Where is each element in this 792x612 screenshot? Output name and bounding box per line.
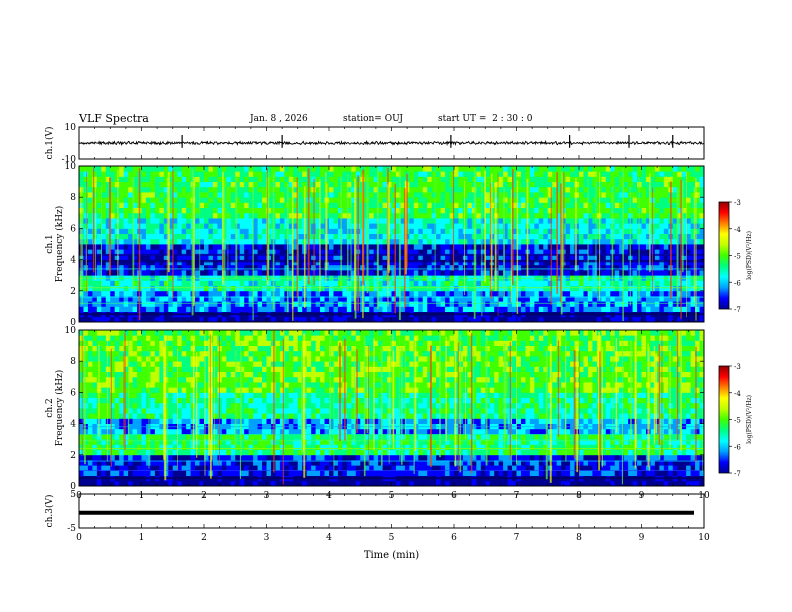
ch3-y-axis-label: ch.3(V) [44, 495, 55, 528]
ch2-spectrogram-colorbar [718, 365, 730, 474]
ch1-spectrogram-y-axis-label: Frequency (kHz) [54, 206, 65, 283]
ch3-y-tick-label: 5 [70, 490, 76, 500]
ch1-y-tick-label: -10 [62, 155, 77, 165]
ch1-spectrogram-y-tick-label: 8 [70, 193, 76, 203]
ch2-spectrogram-colorbar-tick-label: -6 [734, 443, 741, 451]
ch1-spectrogram-y-tick-label: 10 [65, 162, 77, 172]
ch2-spectrogram-y-tick-label: 6 [70, 388, 76, 398]
x-tick-label: 3 [264, 533, 270, 543]
ch2-spectrogram-colorbar-tick-label: -4 [734, 390, 741, 398]
ch1-spectrogram-y-tick-label: 0 [70, 318, 76, 328]
x-tick-label: 5 [389, 533, 395, 543]
ch2-spectrogram-y-axis-label: Frequency (kHz) [54, 370, 65, 447]
x-tick-label: 8 [576, 533, 582, 543]
x-tick-label: 0 [76, 533, 82, 543]
ch1-spectrogram-colorbar-tick-label: -4 [734, 226, 741, 234]
ch2-spectrogram-colorbar-tick-label: -7 [734, 470, 741, 478]
x-tick-label: 2 [201, 533, 207, 543]
ch1-spectrogram-channel-label: ch.1 [45, 234, 55, 253]
station-label: station= OUJ [343, 114, 404, 124]
ch1-spectrogram-colorbar [718, 201, 730, 310]
figure-title: VLF Spectra [79, 112, 149, 125]
ch2-spectrogram-y-tick-label: 8 [70, 357, 76, 367]
date-label: Jan. 8 , 2026 [250, 114, 308, 124]
ch1-spectrogram-image [79, 166, 705, 323]
ch1-y-tick-label: 10 [65, 123, 77, 133]
ch2-spectrogram-colorbar-tick-label: -5 [734, 417, 741, 425]
ch1-spectrogram-y-tick-label: 2 [70, 287, 76, 297]
ch2-spectrogram-channel-label: ch.2 [45, 398, 55, 417]
start-time-label: start UT = 2 : 30 : 0 [438, 114, 533, 124]
x-tick-label: 6 [451, 533, 457, 543]
x-tick-label: 1 [139, 533, 145, 543]
ch1-spectrogram-colorbar-tick-label: -5 [734, 253, 741, 261]
x-tick-label: 10 [698, 533, 710, 543]
x-axis-label: Time (min) [364, 550, 419, 561]
ch2-spectrogram-colorbar-tick-label: -3 [734, 363, 741, 371]
ch1-spectrogram-y-tick-label: 6 [70, 224, 76, 234]
ch1-spectrogram-y-tick-label: 4 [70, 256, 76, 266]
x-tick-label: 9 [639, 533, 645, 543]
ch2-spectrogram-y-tick-label: 10 [65, 326, 77, 336]
ch2-spectrogram-y-tick-label: 0 [70, 482, 76, 492]
ch1-y-axis-label: ch.1(V) [44, 127, 55, 160]
x-tick-label: 7 [514, 533, 520, 543]
ch2-spectrogram-image [79, 330, 705, 487]
ch1-spectrogram-colorbar-tick-label: -7 [734, 306, 741, 314]
ch2-spectrogram-y-tick-label: 2 [70, 451, 76, 461]
ch1-spectrogram-colorbar-label: log(PSD)(V²/Hz) [746, 231, 753, 280]
ch1-spectrogram-colorbar-tick-label: -6 [734, 279, 741, 287]
ch2-spectrogram-colorbar-label: log(PSD)(V²/Hz) [746, 395, 753, 444]
ch1-spectrogram-colorbar-tick-label: -3 [734, 199, 741, 207]
ch2-spectrogram-y-tick-label: 4 [70, 420, 76, 430]
ch1-waveform-line [78, 139, 705, 147]
x-tick-label: 4 [326, 533, 332, 543]
ch3-y-tick-label: -5 [67, 524, 76, 534]
